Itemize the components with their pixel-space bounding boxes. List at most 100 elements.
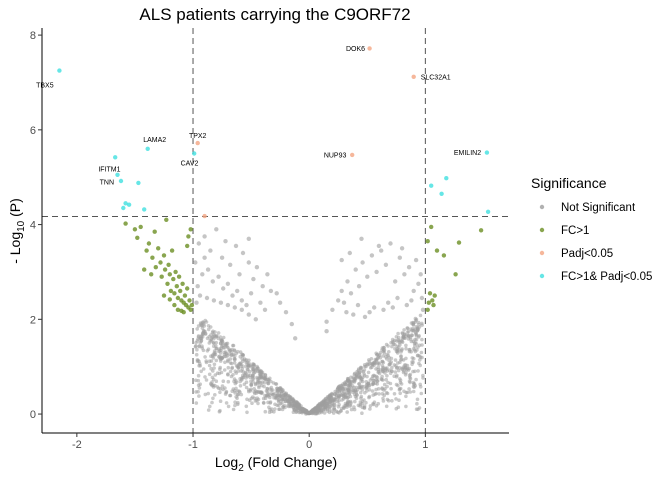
data-point bbox=[359, 390, 363, 395]
data-point bbox=[197, 386, 202, 390]
y-axis-title-suffix: (P) bbox=[7, 198, 23, 221]
data-point bbox=[339, 393, 344, 397]
data-point bbox=[257, 384, 261, 388]
data-point bbox=[223, 239, 228, 244]
data-point bbox=[210, 375, 215, 380]
data-point bbox=[420, 321, 424, 326]
data-point bbox=[194, 300, 199, 305]
data-point bbox=[224, 401, 229, 405]
data-point bbox=[208, 325, 213, 329]
data-point bbox=[413, 349, 418, 354]
data-point bbox=[382, 388, 386, 392]
data-point bbox=[404, 404, 408, 409]
data-point bbox=[406, 265, 412, 270]
data-point bbox=[408, 375, 412, 380]
data-point bbox=[202, 234, 207, 239]
data-point bbox=[204, 320, 209, 324]
data-point bbox=[324, 405, 329, 410]
data-point bbox=[411, 369, 415, 374]
data-point bbox=[413, 344, 417, 348]
data-point bbox=[223, 392, 228, 396]
data-point bbox=[416, 328, 420, 332]
data-point bbox=[368, 404, 373, 408]
data-point bbox=[362, 314, 368, 320]
data-point bbox=[178, 288, 183, 294]
non-significant-point-cloud bbox=[193, 313, 425, 416]
data-point bbox=[399, 339, 403, 343]
data-point bbox=[377, 354, 381, 358]
data-point bbox=[246, 312, 251, 317]
data-point bbox=[399, 246, 405, 251]
data-point bbox=[405, 363, 410, 368]
data-point bbox=[376, 243, 382, 249]
data-point bbox=[194, 340, 198, 345]
data-point bbox=[263, 409, 268, 414]
data-point bbox=[277, 407, 281, 412]
data-point bbox=[287, 394, 292, 399]
data-point bbox=[417, 361, 421, 366]
data-point bbox=[418, 272, 423, 277]
data-point bbox=[278, 401, 283, 406]
data-point bbox=[364, 383, 369, 387]
data-point bbox=[406, 368, 411, 372]
data-point bbox=[281, 405, 286, 409]
data-point bbox=[390, 344, 394, 349]
data-point bbox=[212, 341, 216, 345]
data-point bbox=[192, 151, 197, 156]
data-point bbox=[392, 392, 397, 396]
data-point bbox=[188, 307, 193, 312]
data-point bbox=[293, 336, 298, 341]
data-point bbox=[296, 405, 301, 409]
data-point bbox=[390, 399, 394, 403]
data-point bbox=[439, 191, 444, 196]
data-point bbox=[246, 367, 250, 372]
data-point bbox=[409, 298, 414, 303]
data-point bbox=[345, 279, 350, 284]
data-point bbox=[404, 394, 408, 399]
data-point bbox=[367, 358, 371, 362]
data-point bbox=[245, 410, 249, 415]
data-point bbox=[385, 397, 390, 402]
data-point bbox=[332, 408, 337, 412]
data-point bbox=[373, 357, 378, 362]
data-point bbox=[211, 356, 216, 360]
data-point bbox=[276, 398, 281, 403]
data-point bbox=[371, 381, 376, 386]
data-point bbox=[253, 317, 258, 322]
data-point bbox=[420, 355, 424, 360]
data-point bbox=[198, 382, 202, 387]
data-point bbox=[238, 350, 243, 354]
data-point bbox=[249, 382, 254, 387]
data-point bbox=[261, 401, 266, 405]
data-point bbox=[393, 279, 398, 284]
data-point bbox=[397, 398, 401, 403]
data-point bbox=[251, 380, 255, 384]
data-point bbox=[207, 334, 211, 339]
data-point bbox=[402, 328, 406, 332]
data-point bbox=[367, 388, 372, 392]
data-point bbox=[236, 369, 241, 373]
data-point bbox=[228, 369, 233, 374]
data-point bbox=[349, 385, 353, 390]
data-point bbox=[194, 352, 199, 357]
data-point bbox=[396, 383, 400, 388]
data-point bbox=[351, 312, 356, 317]
data-point bbox=[406, 333, 411, 338]
data-point bbox=[381, 307, 386, 312]
data-point bbox=[263, 373, 268, 377]
data-point bbox=[355, 302, 361, 308]
data-point bbox=[416, 369, 420, 373]
data-point bbox=[420, 307, 426, 312]
data-point bbox=[352, 376, 356, 381]
data-point bbox=[394, 397, 398, 401]
data-point bbox=[360, 399, 365, 404]
data-point bbox=[370, 389, 375, 393]
data-point bbox=[362, 404, 367, 408]
data-point bbox=[220, 384, 225, 388]
data-point bbox=[239, 307, 244, 312]
data-point bbox=[348, 380, 352, 384]
data-point bbox=[359, 236, 364, 241]
data-point bbox=[382, 393, 387, 398]
data-point bbox=[405, 326, 410, 330]
data-point bbox=[237, 272, 242, 277]
